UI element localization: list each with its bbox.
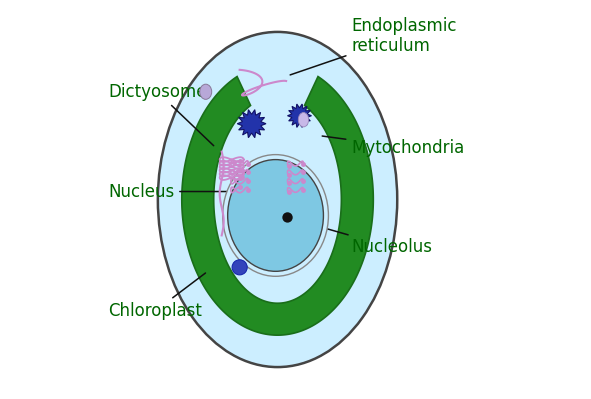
Ellipse shape: [200, 84, 212, 99]
Ellipse shape: [282, 212, 293, 223]
Text: Dictyosome: Dictyosome: [108, 83, 214, 146]
Text: Nucleolus: Nucleolus: [290, 218, 433, 257]
Text: Endoplasmic
reticulum: Endoplasmic reticulum: [290, 16, 457, 75]
Ellipse shape: [223, 154, 329, 276]
Polygon shape: [287, 104, 311, 127]
Text: Nucleus: Nucleus: [108, 182, 229, 201]
Ellipse shape: [228, 160, 323, 271]
Polygon shape: [237, 110, 266, 138]
Polygon shape: [182, 77, 374, 335]
Ellipse shape: [158, 32, 397, 367]
Text: Chloroplast: Chloroplast: [108, 273, 206, 320]
Ellipse shape: [232, 260, 247, 275]
Text: Mytochondria: Mytochondria: [322, 136, 465, 157]
Ellipse shape: [298, 113, 309, 127]
